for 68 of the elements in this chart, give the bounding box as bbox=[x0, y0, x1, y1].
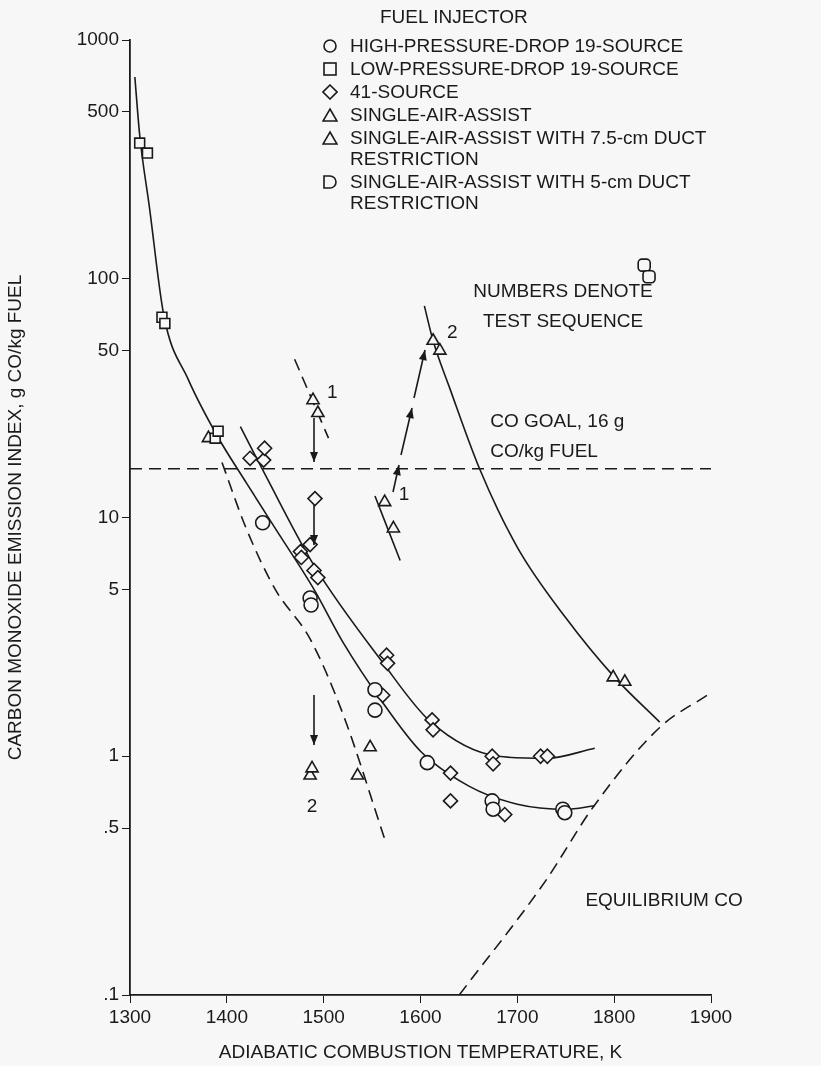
series-label: EQUILIBRIUM CO bbox=[585, 888, 743, 910]
legend-label: LOW-PRESSURE-DROP 19-SOURCE bbox=[350, 58, 679, 79]
annotation: 2 bbox=[306, 795, 318, 817]
point bbox=[367, 702, 383, 718]
y-tick-label: 5 bbox=[108, 577, 119, 599]
point bbox=[133, 137, 146, 149]
legend-label: 41-SOURCE bbox=[350, 81, 459, 102]
point bbox=[379, 655, 396, 672]
point bbox=[539, 748, 556, 765]
point bbox=[367, 681, 383, 698]
annotation: 1 bbox=[327, 380, 338, 402]
x-tick-label: 1800 bbox=[593, 1005, 636, 1027]
point bbox=[433, 342, 447, 355]
y-tick-label: .5 bbox=[103, 816, 119, 838]
point bbox=[305, 760, 319, 773]
point bbox=[386, 520, 401, 533]
point bbox=[642, 269, 656, 284]
x-tick-label: 1500 bbox=[302, 1005, 345, 1027]
point bbox=[442, 793, 459, 809]
annotation: NUMBERS DENOTE TEST SEQUENCE bbox=[472, 279, 654, 333]
y-tick-label: 100 bbox=[87, 266, 119, 288]
x-tick-label: 1400 bbox=[205, 1005, 248, 1027]
point bbox=[485, 755, 501, 772]
point bbox=[141, 147, 154, 159]
point bbox=[606, 669, 621, 682]
legend-label: HIGH-PRESSURE-DROP 19-SOURCE bbox=[350, 35, 684, 56]
point bbox=[293, 549, 310, 566]
point bbox=[617, 674, 632, 687]
y-tick-label: 1 bbox=[108, 744, 119, 766]
point bbox=[212, 425, 224, 437]
x-tick-label: 1300 bbox=[108, 1005, 152, 1027]
point bbox=[303, 597, 319, 613]
point bbox=[425, 722, 441, 738]
y-tick-label: 50 bbox=[97, 338, 119, 360]
ref-line-label: CO GOAL, 16 g CO/kg FUEL bbox=[490, 409, 625, 461]
point bbox=[442, 765, 459, 781]
legend-title: FUEL INJECTOR bbox=[379, 6, 529, 27]
point bbox=[310, 405, 325, 418]
point bbox=[255, 452, 272, 468]
point bbox=[350, 767, 365, 780]
y-axis-title: CARBON MONOXIDE EMISSION INDEX, g CO/kg FUEL bbox=[3, 274, 25, 761]
point bbox=[256, 440, 273, 457]
y-tick-label: 10 bbox=[97, 505, 119, 527]
y-tick-label: .1 bbox=[103, 983, 119, 1005]
point bbox=[363, 739, 378, 752]
x-tick-label: 1700 bbox=[496, 1005, 539, 1027]
point bbox=[485, 801, 501, 818]
y-tick-label: 1000 bbox=[76, 28, 119, 50]
x-axis-title: ADIABATIC COMBUSTION TEMPERATURE, K bbox=[218, 1040, 623, 1062]
point bbox=[307, 490, 323, 507]
y-tick-label: 500 bbox=[87, 100, 119, 122]
point bbox=[377, 494, 392, 507]
legend-label: SINGLE-AIR-ASSIST bbox=[350, 104, 532, 125]
point bbox=[310, 569, 326, 586]
legend-label: SINGLE-AIR-ASSIST WITH 5-cm DUCT RESTRICTION bbox=[350, 171, 692, 213]
point bbox=[254, 515, 271, 531]
x-tick-label: 1900 bbox=[689, 1005, 733, 1027]
annotation: 1 bbox=[398, 482, 410, 504]
legend-label: SINGLE-AIR-ASSIST WITH 7.5-cm DUCT RESTRICTION bbox=[350, 127, 708, 169]
point bbox=[426, 332, 440, 346]
x-tick-label: 1600 bbox=[399, 1005, 442, 1027]
point bbox=[496, 806, 513, 823]
point bbox=[419, 754, 436, 771]
point bbox=[242, 450, 258, 467]
point bbox=[306, 392, 320, 405]
annotation: 2 bbox=[447, 321, 458, 343]
point bbox=[637, 258, 651, 272]
point bbox=[159, 317, 171, 330]
